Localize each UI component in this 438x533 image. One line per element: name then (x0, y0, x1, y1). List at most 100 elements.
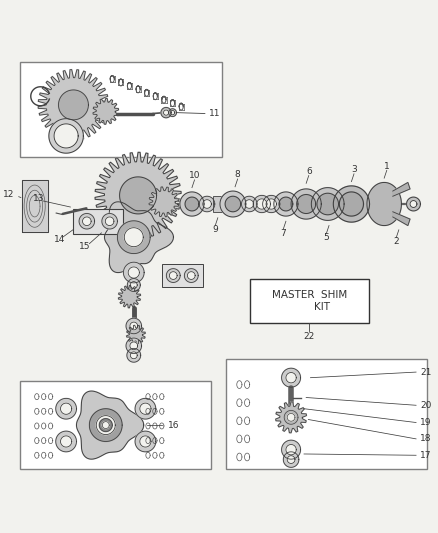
Polygon shape (38, 70, 109, 140)
Polygon shape (273, 192, 297, 216)
Polygon shape (253, 196, 270, 213)
Polygon shape (283, 452, 298, 467)
Polygon shape (124, 228, 143, 247)
Polygon shape (265, 199, 276, 209)
Polygon shape (161, 108, 171, 118)
Text: 6: 6 (305, 167, 311, 176)
Polygon shape (126, 318, 141, 334)
Polygon shape (89, 409, 122, 441)
Polygon shape (56, 431, 76, 452)
Text: 7: 7 (280, 229, 286, 238)
Text: 11: 11 (209, 109, 220, 118)
Polygon shape (332, 186, 369, 222)
Bar (20, 62, 222, 157)
Polygon shape (184, 269, 198, 282)
Polygon shape (286, 456, 294, 464)
Bar (226, 359, 426, 469)
Polygon shape (392, 182, 409, 196)
Polygon shape (105, 217, 114, 225)
Polygon shape (285, 373, 296, 383)
Bar (250, 279, 368, 322)
Polygon shape (128, 267, 139, 278)
Polygon shape (168, 109, 176, 117)
Polygon shape (119, 177, 156, 214)
Polygon shape (127, 349, 140, 362)
Polygon shape (21, 180, 47, 232)
Text: 22: 22 (303, 332, 314, 341)
Polygon shape (163, 110, 168, 115)
Text: 1: 1 (383, 161, 389, 171)
Text: 21: 21 (420, 368, 431, 377)
Polygon shape (76, 391, 143, 459)
Text: 12: 12 (3, 190, 14, 199)
Polygon shape (102, 214, 117, 229)
Polygon shape (54, 124, 78, 148)
Polygon shape (130, 352, 137, 359)
Polygon shape (130, 342, 138, 350)
Polygon shape (60, 403, 71, 414)
Polygon shape (148, 187, 179, 217)
Polygon shape (126, 325, 145, 344)
Text: 2: 2 (392, 237, 398, 246)
Polygon shape (60, 436, 71, 447)
Text: 19: 19 (420, 418, 431, 427)
Polygon shape (123, 262, 144, 283)
Polygon shape (185, 197, 198, 211)
Polygon shape (135, 398, 155, 419)
Text: 9: 9 (212, 225, 218, 235)
Bar (162, 264, 202, 287)
Polygon shape (244, 200, 253, 208)
Polygon shape (56, 398, 76, 419)
Bar (73, 209, 123, 234)
Polygon shape (58, 90, 88, 120)
Text: 18: 18 (420, 434, 431, 443)
Polygon shape (118, 286, 140, 308)
Polygon shape (170, 110, 174, 115)
Polygon shape (104, 202, 173, 272)
Text: 13: 13 (33, 194, 45, 203)
Polygon shape (219, 191, 245, 217)
Bar (20, 381, 211, 469)
Polygon shape (311, 188, 343, 220)
Polygon shape (279, 197, 292, 211)
Polygon shape (256, 199, 266, 209)
Polygon shape (135, 431, 155, 452)
Polygon shape (139, 403, 151, 414)
Polygon shape (262, 196, 279, 213)
Text: 14: 14 (53, 235, 65, 244)
Polygon shape (96, 416, 115, 434)
Polygon shape (339, 192, 363, 216)
Polygon shape (180, 192, 204, 216)
Polygon shape (281, 368, 300, 387)
Polygon shape (283, 410, 297, 424)
Text: 8: 8 (234, 170, 240, 179)
Text: 16: 16 (168, 421, 179, 430)
Text: 17: 17 (420, 451, 431, 460)
Polygon shape (241, 196, 256, 212)
Polygon shape (281, 440, 300, 459)
Polygon shape (286, 414, 294, 421)
Polygon shape (93, 99, 118, 124)
Polygon shape (49, 119, 83, 153)
Polygon shape (139, 436, 151, 447)
Polygon shape (187, 272, 195, 279)
Polygon shape (117, 221, 150, 254)
Polygon shape (130, 322, 138, 330)
Text: 3: 3 (350, 165, 356, 174)
Polygon shape (166, 269, 180, 282)
Polygon shape (95, 152, 181, 238)
Polygon shape (169, 272, 177, 279)
Polygon shape (366, 182, 400, 225)
Polygon shape (275, 402, 306, 433)
Polygon shape (296, 195, 315, 214)
Polygon shape (392, 212, 409, 225)
Polygon shape (290, 189, 321, 219)
Polygon shape (285, 445, 296, 455)
Polygon shape (130, 281, 137, 288)
Bar (212, 196, 223, 212)
Text: 5: 5 (323, 233, 328, 242)
Polygon shape (199, 196, 214, 212)
Text: 20: 20 (420, 401, 431, 410)
Polygon shape (316, 193, 338, 215)
Polygon shape (79, 214, 94, 229)
